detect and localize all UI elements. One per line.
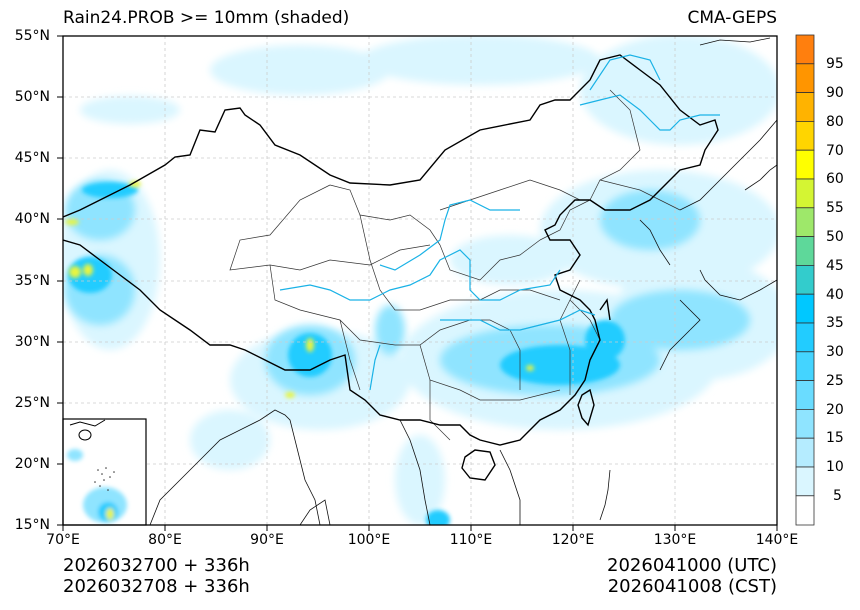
colorbar-label: 25 — [826, 373, 844, 389]
colorbar-label: 90 — [826, 85, 844, 101]
colorbar-label: 50 — [826, 229, 844, 245]
colorbar-label: 70 — [826, 143, 844, 159]
x-tick-label: 120°E — [551, 532, 595, 548]
colorbar-label: 5 — [833, 488, 842, 504]
y-tick-label: 40°N — [14, 211, 50, 227]
colorbar-label: 95 — [826, 56, 844, 72]
colorbar-label: 20 — [826, 402, 844, 418]
colorbar-label: 45 — [826, 258, 844, 274]
coastlines — [149, 37, 777, 525]
national-border — [63, 54, 719, 481]
init-time: 2026032700 + 336h 2026032708 + 336h — [63, 555, 250, 597]
valid-time-cst: 2026041008 (CST) — [607, 576, 777, 597]
x-tick-label: 110°E — [449, 532, 493, 548]
colorbar-label: 80 — [826, 114, 844, 130]
x-tick-label: 140°E — [755, 532, 799, 548]
colorbar-label: 40 — [826, 287, 844, 303]
south-china-sea-inset — [62, 418, 147, 526]
valid-time-utc: 2026041000 (UTC) — [607, 555, 777, 576]
valid-time: 2026041000 (UTC) 2026041008 (CST) — [607, 555, 777, 597]
colorbar-label: 60 — [826, 171, 844, 187]
y-tick-label: 30°N — [14, 334, 50, 350]
y-tick-label: 55°N — [14, 28, 50, 44]
init-time-cst: 2026032708 + 336h — [63, 576, 250, 597]
y-tick-label: 50°N — [14, 89, 50, 105]
y-tick-label: 20°N — [14, 456, 50, 472]
model-name: CMA-GEPS — [687, 8, 777, 28]
init-time-utc: 2026032700 + 336h — [63, 555, 250, 576]
x-tick-label: 130°E — [653, 532, 697, 548]
x-tick-label: 100°E — [347, 532, 391, 548]
gridlines — [63, 36, 777, 525]
y-tick-label: 45°N — [14, 150, 50, 166]
x-tick-label: 70°E — [46, 532, 80, 548]
colorbar-label: 15 — [826, 430, 844, 446]
x-tick-label: 90°E — [250, 532, 284, 548]
y-tick-label: 25°N — [14, 395, 50, 411]
province-boundaries — [229, 89, 681, 441]
colorbar — [795, 34, 815, 526]
y-tick-label: 35°N — [14, 273, 50, 289]
colorbar-label: 30 — [826, 344, 844, 360]
chart-title: Rain24.PROB >= 10mm (shaded) — [63, 8, 350, 28]
rivers — [279, 54, 720, 391]
colorbar-label: 10 — [826, 459, 844, 475]
y-tick-label: 15°N — [14, 517, 50, 533]
colorbar-label: 55 — [826, 200, 844, 216]
rain-probability-field — [63, 36, 777, 525]
colorbar-label: 35 — [826, 315, 844, 331]
x-tick-label: 80°E — [148, 532, 182, 548]
